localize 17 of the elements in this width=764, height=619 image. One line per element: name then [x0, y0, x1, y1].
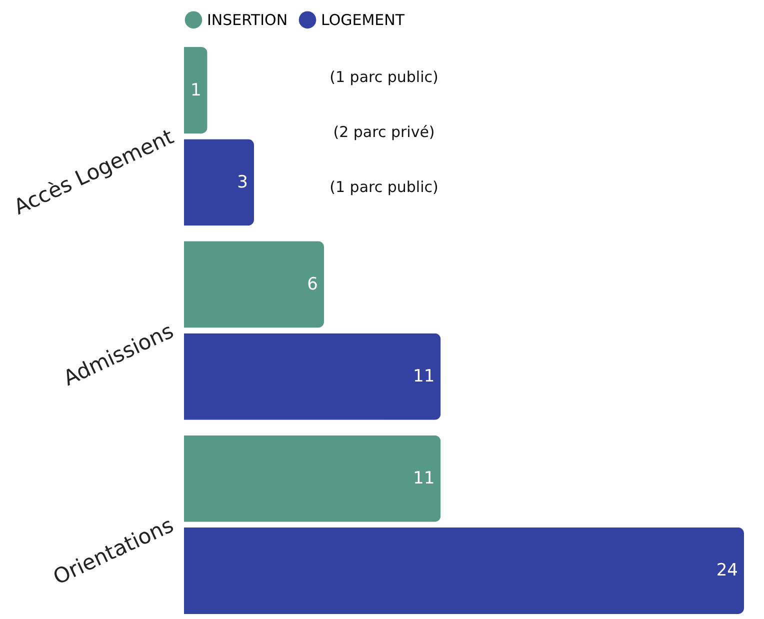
- bar: [184, 333, 441, 420]
- data-label: 11: [413, 468, 435, 489]
- annotation: (1 parc public): [330, 68, 438, 86]
- legend-label: INSERTION: [207, 10, 288, 29]
- bar: [184, 241, 324, 328]
- bar: [184, 139, 254, 226]
- data-label: 6: [307, 274, 318, 294]
- bar: [184, 527, 744, 614]
- legend-label: LOGEMENT: [321, 10, 406, 29]
- bar: [184, 435, 441, 522]
- annotation: (1 parc public): [330, 178, 438, 196]
- data-label: 24: [716, 560, 738, 581]
- data-label: 3: [237, 172, 248, 192]
- bar: [184, 47, 208, 134]
- data-label: 11: [413, 366, 435, 387]
- annotation: (2 parc privé): [333, 123, 435, 141]
- data-label: 1: [190, 80, 202, 100]
